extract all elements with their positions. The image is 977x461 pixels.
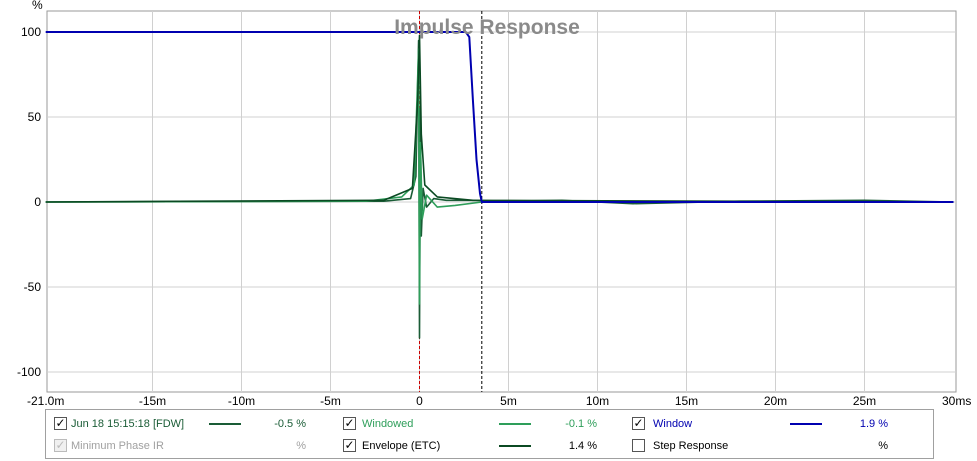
legend-swatch: [209, 423, 241, 425]
y-tick-label: 100: [21, 25, 41, 39]
legend-value: 1.9 %: [859, 418, 888, 430]
legend-checkbox[interactable]: [632, 439, 645, 452]
series-layer: [45, 31, 954, 339]
legend-value: %: [296, 440, 306, 452]
legend-label: Window: [653, 418, 693, 430]
tick-layer: -21.0m -15m -10m -5m 0 5m 10m 15m 20m 25m 30ms 100 5…: [17, 25, 971, 408]
y-tick-label: -100: [17, 365, 41, 379]
x-tick-label: -15m: [139, 394, 166, 408]
x-tick-label: 0: [416, 394, 423, 408]
x-tick-label: 15m: [675, 394, 698, 408]
y-tick-label: 0: [34, 195, 41, 209]
legend-label: Step Response: [653, 440, 729, 452]
legend-checkbox[interactable]: ✓: [343, 438, 356, 452]
y-tick-label: -50: [24, 280, 42, 294]
legend-swatch: [499, 445, 531, 447]
x-tick-label: 25m: [853, 394, 876, 408]
impulse-response-chart[interactable]: -21.0m -15m -10m -5m 0 5m 10m 15m 20m 25m 30ms 100 5…: [0, 0, 977, 410]
x-tick-label: 10m: [586, 394, 609, 408]
legend-value: -0.5 %: [274, 418, 306, 430]
x-tick-label: 30ms: [942, 394, 971, 408]
legend-item: ✓ Jun 18 15:15:18 [FDW] -0.5 %: [46, 415, 933, 433]
x-tick-label: -10m: [228, 394, 255, 408]
legend-item: ✓ Windowed -0.1 %: [46, 415, 933, 433]
legend-item: ✓ Envelope (ETC) 1.4 %: [46, 437, 933, 455]
x-tick-label: -21.0m: [27, 394, 64, 408]
y-axis-unit: %: [32, 0, 43, 12]
legend-checkbox[interactable]: ✓: [632, 416, 645, 430]
legend-item: ✓ Minimum Phase IR%: [46, 437, 933, 455]
legend-label: Envelope (ETC): [362, 440, 441, 452]
series-line: [45, 31, 954, 203]
series-line: [45, 34, 954, 203]
legend-value: -0.1 %: [565, 418, 597, 430]
x-tick-label: 20m: [764, 394, 787, 408]
legend-value: %: [878, 440, 888, 452]
x-tick-label: -5m: [320, 394, 341, 408]
legend-label: Jun 18 15:15:18 [FDW]: [71, 418, 185, 430]
legend-checkbox: ✓: [54, 438, 67, 452]
legend-panel: ✓ Jun 18 15:15:18 [FDW] -0.5 % ✓ Windowed -0.…: [45, 409, 934, 459]
legend-item: ✓ Window 1.9 %: [46, 415, 933, 433]
legend-value: 1.4 %: [568, 440, 597, 452]
legend-swatch: [499, 423, 531, 425]
legend-swatch: [790, 423, 822, 425]
x-tick-label: 5m: [500, 394, 517, 408]
y-tick-label: 50: [28, 110, 42, 124]
legend-label: Windowed: [362, 418, 414, 430]
legend-item: Step Response%: [46, 437, 933, 455]
legend-label: Minimum Phase IR: [71, 440, 164, 452]
legend-checkbox[interactable]: ✓: [343, 416, 356, 430]
chart-title: Impulse Response: [394, 16, 580, 39]
legend-checkbox[interactable]: ✓: [54, 416, 67, 430]
